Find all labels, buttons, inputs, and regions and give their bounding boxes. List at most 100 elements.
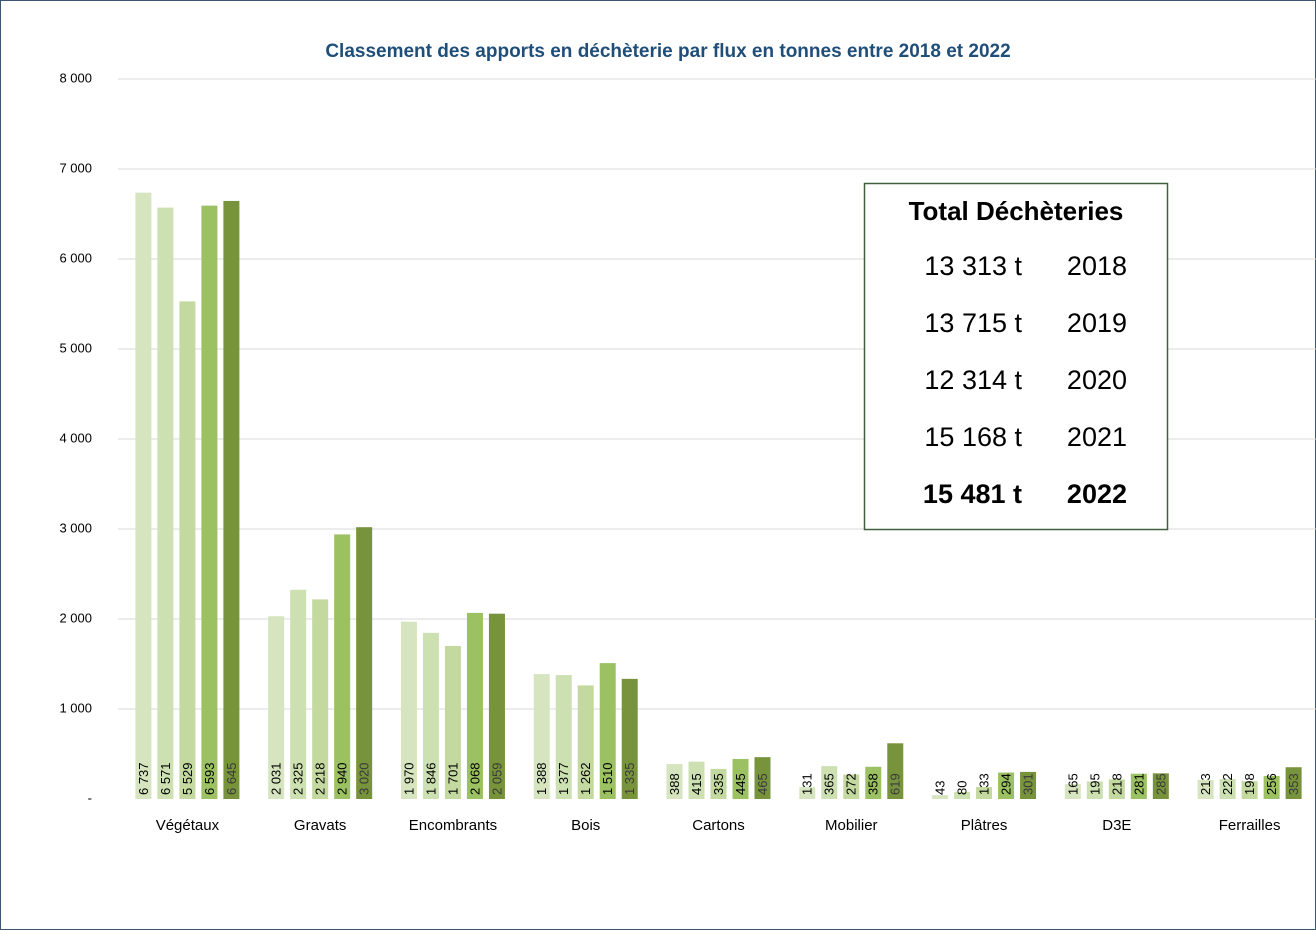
bar [400,621,417,799]
bar [954,791,971,799]
data-label: 6 571 [158,762,173,795]
data-label: 335 [711,773,726,795]
bar [932,795,949,799]
data-label: 465 [755,773,770,795]
data-label: 256 [1264,773,1279,795]
bar [1197,779,1214,799]
data-label: 133 [976,773,991,795]
y-tick-label: 7 000 [59,160,92,175]
bar [1263,775,1280,799]
data-label: 198 [1242,773,1257,795]
bar [1130,773,1147,799]
bar [732,758,749,799]
bar [157,207,174,800]
total-box-title: Total Déchèteries [909,196,1124,226]
data-label: 80 [954,781,969,795]
data-label: 388 [667,773,682,795]
data-label: 6 737 [136,762,151,795]
data-label: 445 [733,773,748,795]
bar [466,612,483,799]
bar [488,613,505,799]
data-label: 2 218 [313,762,328,795]
x-tick-label: Ferrailles [1219,817,1281,834]
total-value: 13 313 t [924,251,1022,281]
x-tick-label: Végétaux [156,817,220,834]
data-label: 6 593 [202,762,217,795]
data-label: 2 059 [489,762,504,795]
data-label: 6 645 [224,762,239,795]
bar [821,766,838,799]
data-label: 1 846 [423,762,438,795]
data-label: 1 510 [600,762,615,795]
chart-title: Classement des apports en déchèterie par… [325,41,1010,62]
x-tick-label: Cartons [692,817,745,834]
data-label: 1 701 [445,762,460,795]
y-tick-label: 3 000 [59,520,92,535]
bar [422,632,439,799]
bar [710,768,727,799]
bar [201,205,218,799]
bar [577,685,594,799]
y-tick-label: 6 000 [59,250,92,265]
bar [444,645,461,799]
data-label: 358 [866,773,881,795]
data-label: 195 [1087,773,1102,795]
y-tick-label: 1 000 [59,700,92,715]
data-label: 131 [800,773,815,795]
y-tick-label: 4 000 [59,430,92,445]
total-year: 2021 [1067,422,1127,452]
data-label: 3 020 [357,762,372,795]
bar [1152,773,1169,799]
data-label: 1 262 [578,762,593,795]
total-value: 15 481 t [923,479,1022,509]
y-tick-label: 2 000 [59,610,92,625]
bar [666,764,683,799]
bar [1219,779,1236,799]
data-label: 415 [689,773,704,795]
y-tick-label: 8 000 [59,70,92,85]
data-label: 1 388 [534,762,549,795]
bar [334,534,351,799]
total-year: 2022 [1067,479,1127,509]
bar [1020,771,1037,799]
bar [290,589,307,799]
data-label: 2 068 [467,762,482,795]
y-tick-label: - [88,790,92,805]
bar [268,616,285,799]
data-label: 294 [998,773,1013,795]
bar [179,301,196,799]
total-year: 2020 [1067,365,1127,395]
data-label: 222 [1220,773,1235,795]
total-value: 15 168 t [924,422,1022,452]
data-label: 1 377 [556,762,571,795]
x-tick-label: D3E [1102,817,1131,834]
bar [998,772,1015,799]
bar [754,757,771,799]
bar [135,192,152,800]
data-label: 43 [932,781,947,795]
x-tick-label: Bois [571,817,600,834]
data-label: 365 [822,773,837,795]
bar [621,678,638,799]
bar [887,743,904,799]
data-label: 281 [1131,773,1146,795]
bar [799,787,816,799]
data-label: 272 [844,773,859,795]
y-tick-label: 5 000 [59,340,92,355]
data-label: 1 335 [622,762,637,795]
bar [1108,779,1125,799]
bar [1086,781,1103,799]
data-label: 2 940 [335,762,350,795]
bar [599,663,616,799]
bar [533,674,550,799]
bar [223,200,240,799]
data-label: 1 970 [401,762,416,795]
data-label: 285 [1153,773,1168,795]
bar [865,766,882,799]
data-label: 2 031 [269,762,284,795]
x-tick-label: Mobilier [825,817,878,834]
bar [1285,767,1302,799]
data-label: 2 325 [291,762,306,795]
total-year: 2018 [1067,251,1127,281]
